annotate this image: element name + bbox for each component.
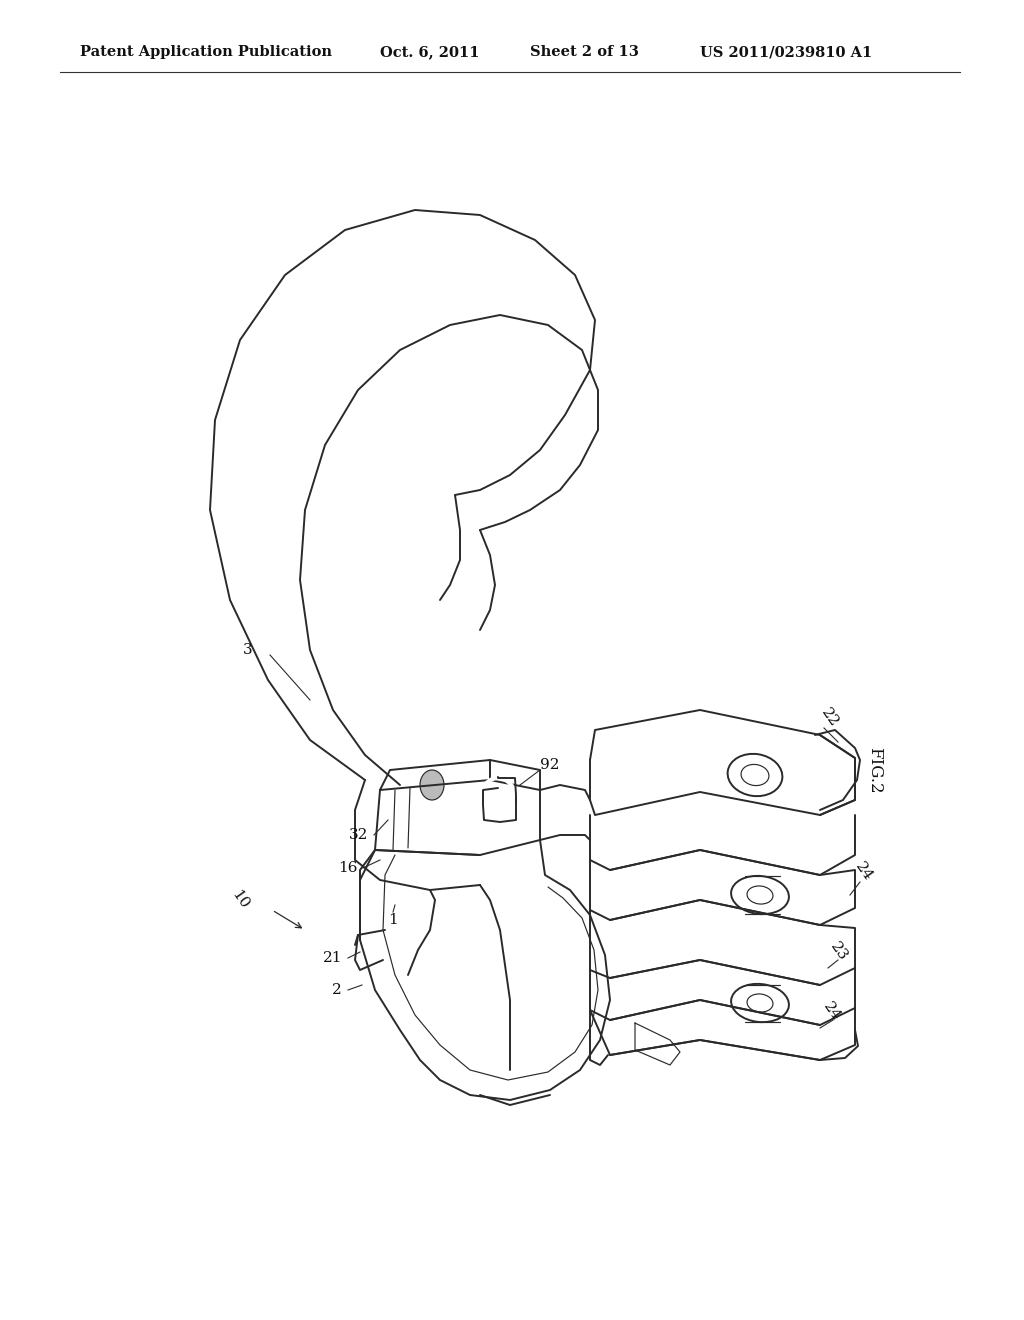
Text: 24: 24 (852, 861, 874, 884)
Text: 21: 21 (323, 950, 342, 965)
Text: 22: 22 (818, 706, 841, 730)
Text: Sheet 2 of 13: Sheet 2 of 13 (530, 45, 639, 59)
Text: Patent Application Publication: Patent Application Publication (80, 45, 332, 59)
Text: 24: 24 (820, 1001, 843, 1024)
Text: US 2011/0239810 A1: US 2011/0239810 A1 (700, 45, 872, 59)
Text: 92: 92 (540, 758, 559, 772)
Text: FIG.2: FIG.2 (866, 747, 884, 793)
Text: 2: 2 (332, 983, 342, 997)
Text: 32: 32 (348, 828, 368, 842)
Text: Oct. 6, 2011: Oct. 6, 2011 (380, 45, 479, 59)
Text: 3: 3 (243, 643, 253, 657)
Ellipse shape (420, 770, 444, 800)
Text: 10: 10 (228, 888, 251, 912)
Text: 23: 23 (827, 940, 850, 964)
Text: 16: 16 (339, 861, 358, 875)
Text: 1: 1 (388, 913, 398, 927)
